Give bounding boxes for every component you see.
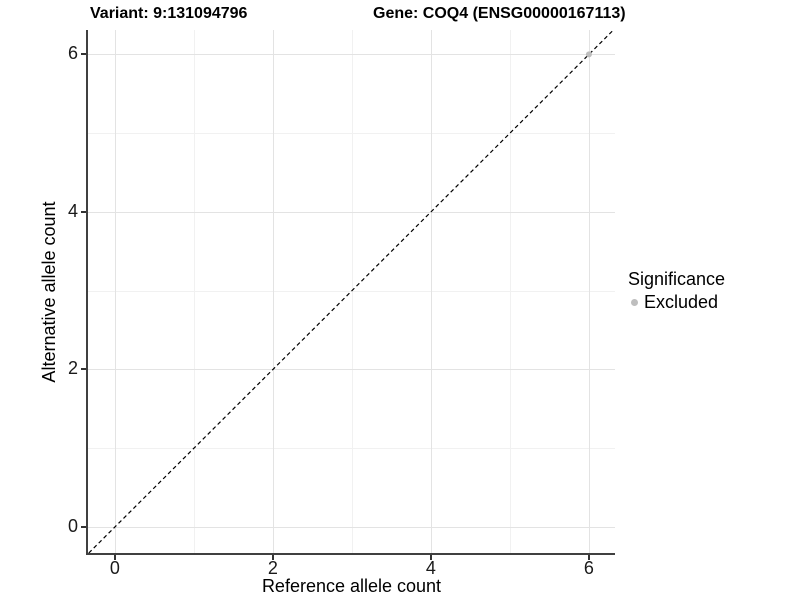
- x-tick: [429, 555, 432, 560]
- legend-item-label: Excluded: [644, 292, 719, 312]
- x-tick: [113, 555, 116, 560]
- y-tick-label: 4: [67, 200, 78, 221]
- x-tick-label: 6: [583, 558, 594, 578]
- y-tick: [81, 53, 86, 56]
- gridline-y-minor: [88, 290, 615, 292]
- gridline-x-major: [430, 30, 432, 553]
- y-axis-line: [86, 30, 88, 555]
- y-axis-title: Alternative allele count: [39, 201, 59, 383]
- x-tick: [271, 555, 274, 560]
- identity-line: [88, 30, 614, 553]
- plot-title-gene: Gene: COQ4 (ENSG00000167113): [373, 5, 626, 22]
- y-tick: [81, 368, 86, 371]
- x-tick: [587, 555, 590, 560]
- gridline-y-minor: [88, 448, 615, 450]
- gridline-x-major: [588, 30, 590, 553]
- gridline-y-minor: [88, 133, 615, 135]
- x-axis-line: [86, 553, 615, 555]
- gridline-y-major: [88, 54, 615, 56]
- x-tick-label: 2: [267, 558, 278, 578]
- x-axis-title: Reference allele count: [261, 576, 442, 596]
- gridline-y-major: [88, 369, 615, 371]
- plot-title-variant: Variant: 9:131094796: [90, 5, 248, 22]
- gridline-x-major: [114, 30, 116, 553]
- gridline-y-major: [88, 211, 615, 213]
- y-tick-label: 6: [67, 43, 78, 64]
- x-tick-label: 4: [425, 558, 436, 578]
- gridline-y-major: [88, 527, 615, 528]
- y-tick-label: 0: [67, 516, 78, 536]
- legend-title: Significance: [628, 269, 726, 289]
- legend-item-excluded: Excluded: [628, 292, 725, 313]
- data-point: [585, 51, 592, 58]
- x-tick-label: 0: [109, 558, 120, 578]
- gridline-x-major: [272, 30, 274, 553]
- legend: Significance Excluded: [628, 269, 725, 313]
- y-tick-label: 2: [67, 358, 78, 379]
- plot-canvas: [88, 30, 614, 553]
- y-tick: [81, 210, 86, 213]
- excluded-point-icon: [631, 299, 638, 306]
- plot-panel: [88, 30, 615, 553]
- y-tick: [81, 526, 86, 528]
